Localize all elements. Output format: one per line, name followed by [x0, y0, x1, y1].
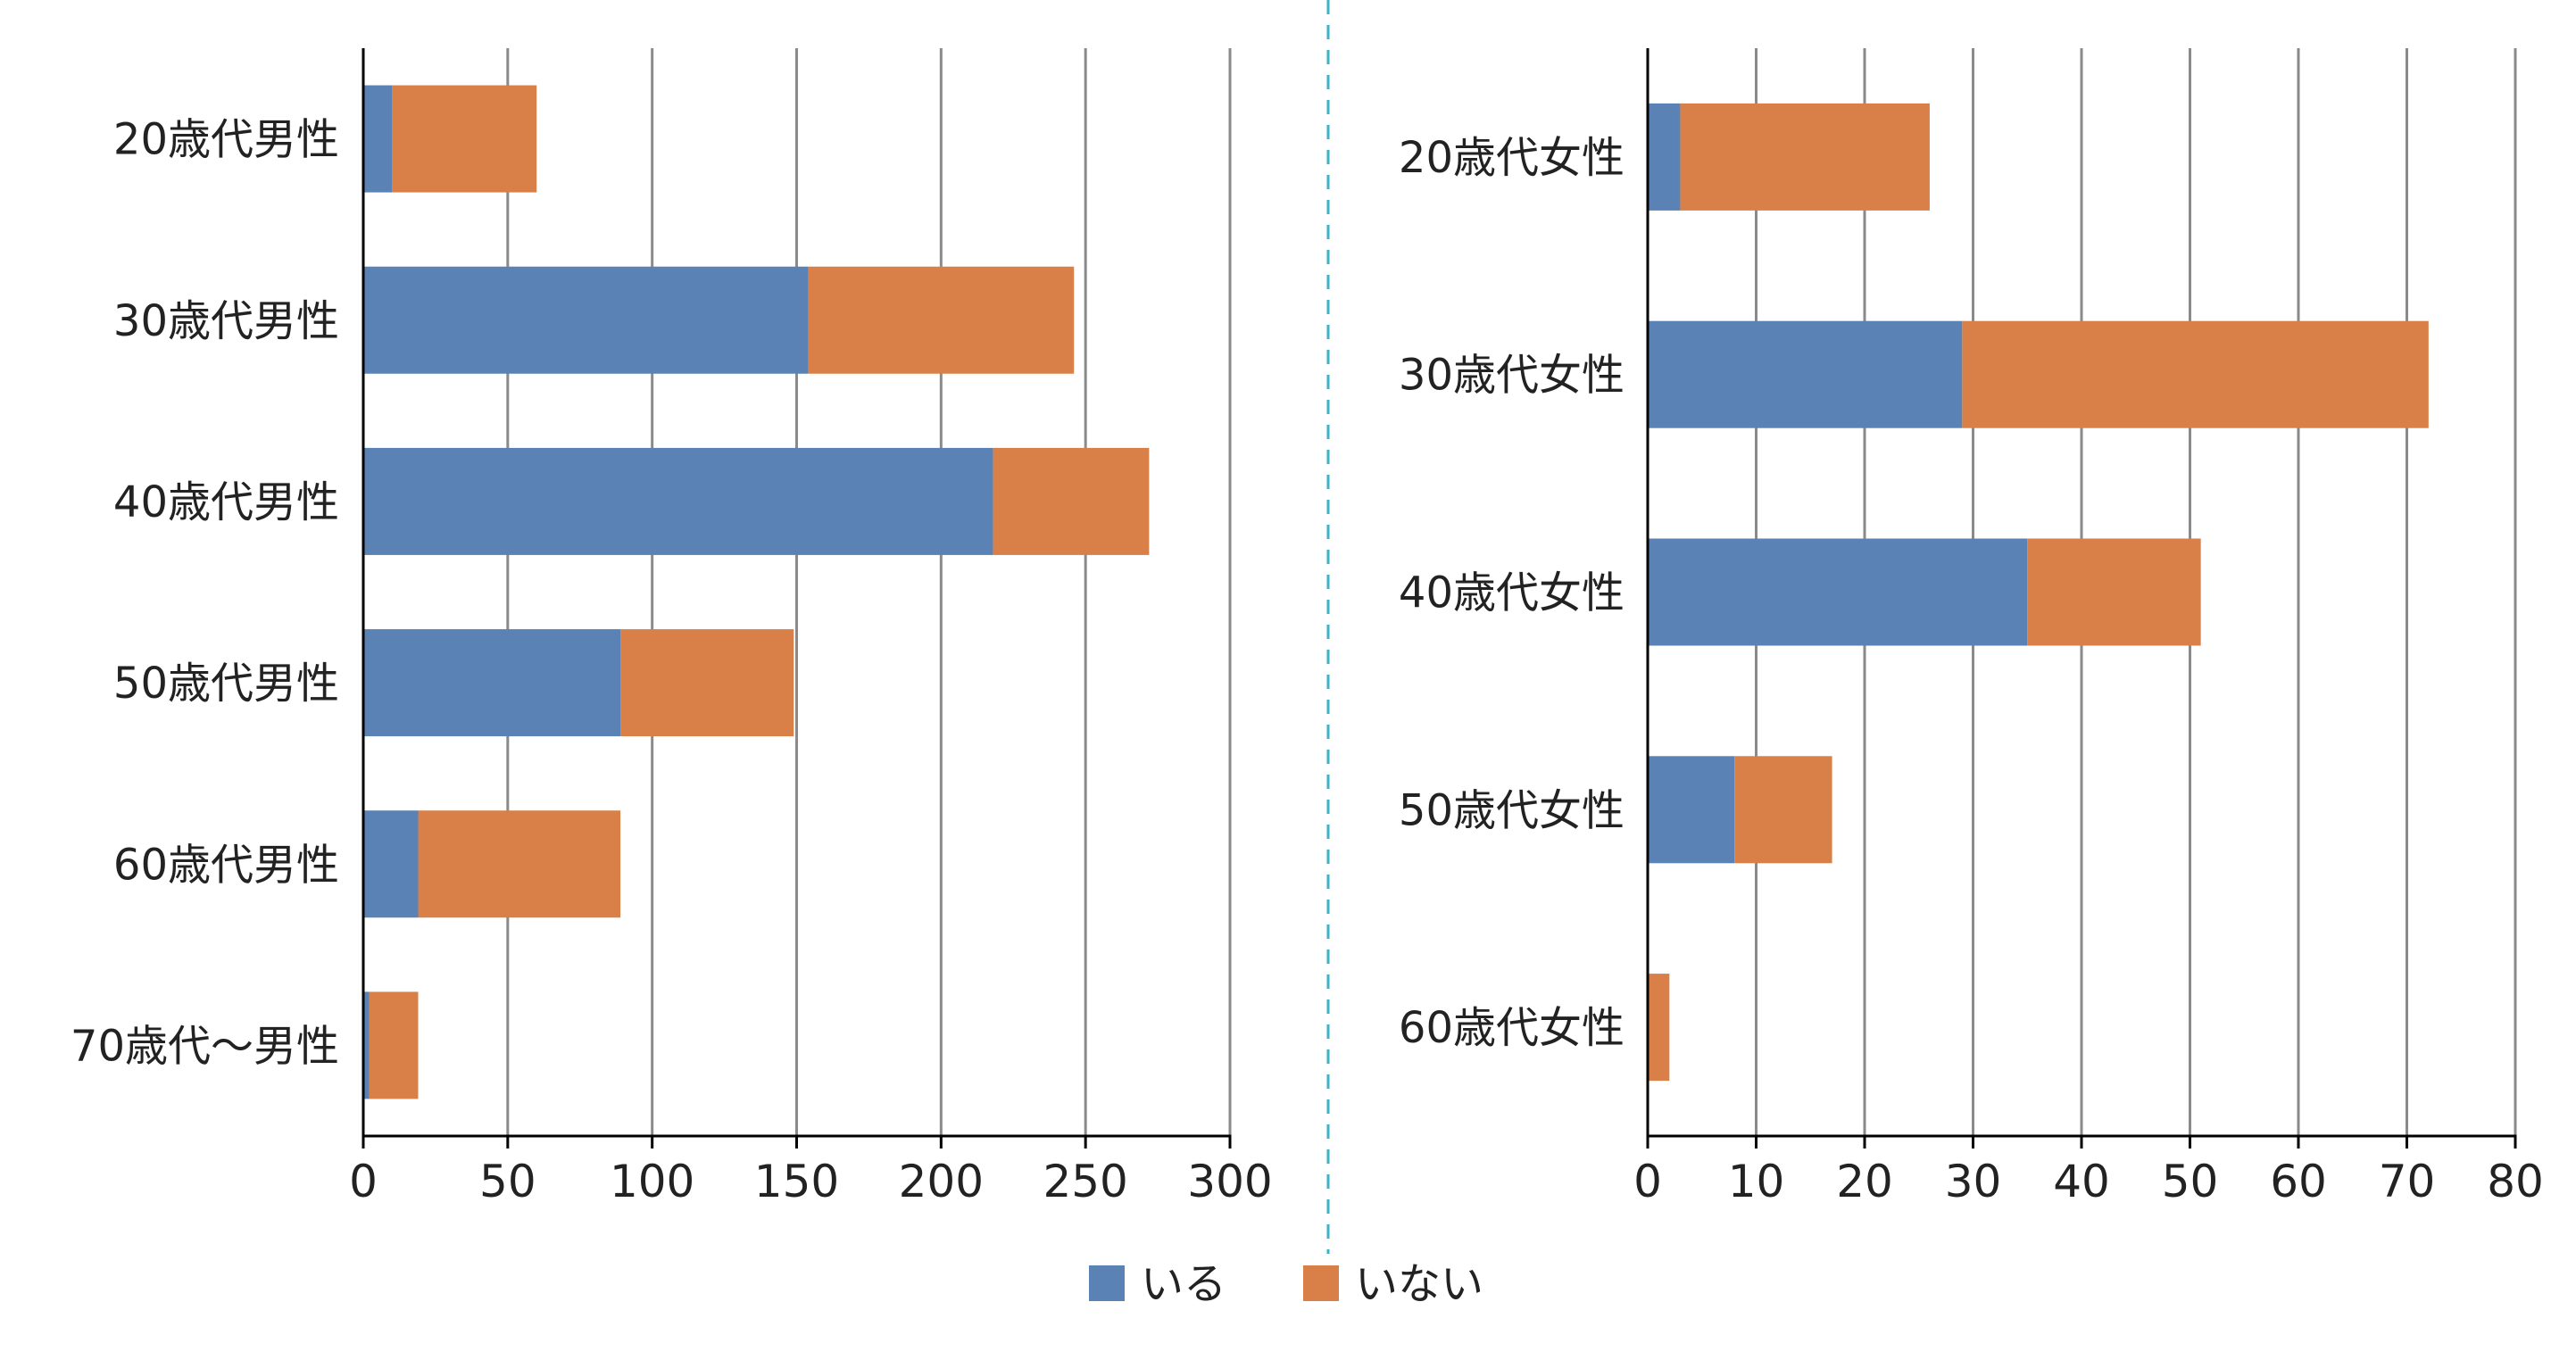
- female-tick-label: 0: [1633, 1156, 1662, 1207]
- male-tick-label: 250: [1043, 1156, 1127, 1207]
- male-bar-iru: [363, 810, 419, 918]
- female-category-label: 40歳代女性: [1399, 568, 1625, 618]
- female-category-label: 50歳代女性: [1399, 785, 1625, 835]
- female-bar-inai: [1734, 756, 1832, 864]
- male-tick-label: 100: [610, 1156, 694, 1207]
- female-tick-label: 80: [2487, 1156, 2544, 1207]
- chart-panel-female: 20歳代女性 30歳代女性 40歳代女性 50歳代女性 60歳代女性 0 10 20 30 40 5…: [1399, 48, 2544, 1207]
- male-tick-label: 150: [754, 1156, 839, 1207]
- male-category-label: 50歳代男性: [113, 659, 339, 709]
- male-bar-inai: [369, 991, 419, 1099]
- male-bar-inai: [418, 810, 621, 918]
- female-bar-inai: [1648, 974, 1670, 1082]
- male-bar-inai: [993, 447, 1150, 555]
- legend-swatch-inai: [1303, 1265, 1339, 1301]
- male-bar-inai: [620, 629, 794, 737]
- male-category-label: 70歳代～男性: [71, 1021, 339, 1071]
- female-bar-iru: [1648, 320, 1963, 428]
- male-bar-iru: [363, 266, 809, 374]
- female-bar-iru: [1648, 756, 1735, 864]
- male-bar-iru: [363, 447, 993, 555]
- legend: いる いない: [1089, 1259, 1483, 1309]
- female-category-label: 30歳代女性: [1399, 351, 1625, 401]
- male-tick-label: 200: [899, 1156, 984, 1207]
- female-bar-iru: [1648, 103, 1681, 211]
- female-category-label: 60歳代女性: [1399, 1003, 1625, 1053]
- female-tick-label: 50: [2162, 1156, 2219, 1207]
- male-bar-iru: [363, 991, 370, 1099]
- female-category-label: 20歳代女性: [1399, 133, 1625, 183]
- female-tick-label: 20: [1836, 1156, 1893, 1207]
- female-tick-label: 10: [1728, 1156, 1785, 1207]
- legend-label-iru: いる: [1141, 1259, 1226, 1309]
- female-bar-inai: [1680, 103, 1930, 211]
- male-category-label: 60歳代男性: [113, 840, 339, 890]
- male-tick-label: 300: [1187, 1156, 1272, 1207]
- female-tick-label: 70: [2379, 1156, 2436, 1207]
- male-bar-iru: [363, 85, 393, 193]
- female-bar-iru: [1648, 538, 2028, 646]
- male-bar-iru: [363, 629, 621, 737]
- female-tick-label: 60: [2270, 1156, 2327, 1207]
- chart-panel-male: 20歳代男性 30歳代男性 40歳代男性 50歳代男性 60歳代男性 70歳代～男性 0 50…: [71, 48, 1273, 1207]
- male-category-label: 30歳代男性: [113, 296, 339, 346]
- legend-label-inai: いない: [1355, 1259, 1483, 1309]
- male-category-label: 20歳代男性: [113, 115, 339, 165]
- male-bar-inai: [392, 85, 537, 193]
- male-bar-inai: [808, 266, 1075, 374]
- legend-swatch-iru: [1089, 1265, 1125, 1301]
- female-bar-inai: [1962, 320, 2429, 428]
- female-tick-label: 40: [2053, 1156, 2110, 1207]
- male-tick-label: 50: [479, 1156, 536, 1207]
- female-tick-label: 30: [1945, 1156, 2002, 1207]
- male-category-label: 40歳代男性: [113, 477, 339, 527]
- male-tick-label: 0: [349, 1156, 378, 1207]
- female-bar-inai: [2027, 538, 2201, 646]
